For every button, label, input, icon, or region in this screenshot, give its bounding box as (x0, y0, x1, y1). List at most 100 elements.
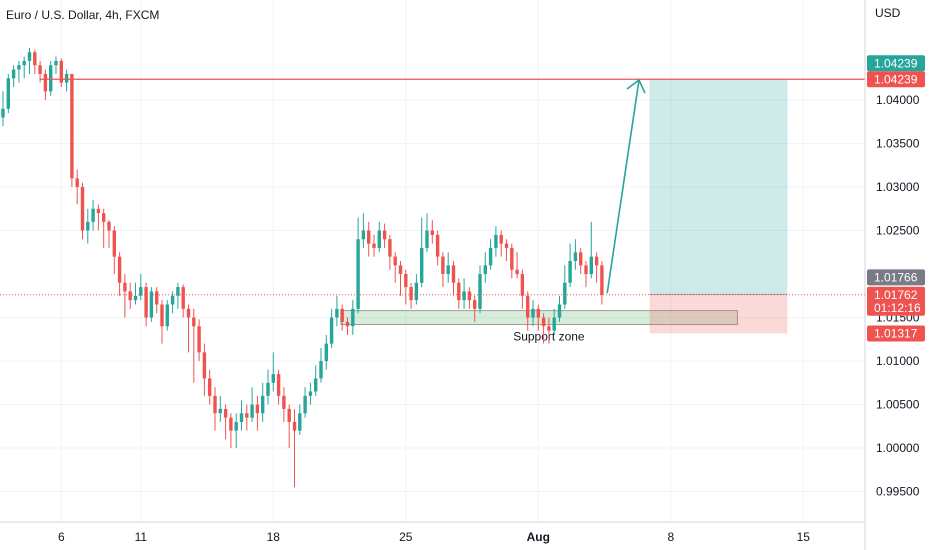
candle-body (568, 261, 572, 283)
candle-body (208, 378, 212, 396)
target-arrow (606, 79, 640, 294)
candle-body (398, 265, 403, 275)
candle-body (27, 52, 32, 61)
candle-body (91, 208, 95, 222)
candle-body (541, 317, 546, 327)
candle-body (425, 230, 429, 248)
candle-body (531, 308, 535, 318)
candle-body (107, 221, 111, 231)
candle-body (377, 230, 381, 248)
time-tick-label: Aug (527, 530, 550, 544)
price-axis[interactable]: 1.040001.035001.030001.025001.015001.010… (876, 93, 920, 499)
candle-body (473, 300, 477, 309)
price-tick-label: 1.04000 (876, 93, 920, 107)
price-tick-label: 1.03000 (876, 180, 920, 194)
candle-body (393, 256, 397, 266)
candle-body (229, 417, 233, 431)
candle-body (372, 243, 376, 248)
candle-body (504, 243, 509, 248)
price-tag (867, 55, 925, 72)
time-tick-label: 8 (667, 530, 674, 544)
candle-body (133, 295, 138, 301)
candle-body (404, 274, 408, 288)
candle-body (276, 374, 281, 396)
candle-body (128, 291, 132, 301)
position-target-area (649, 79, 788, 295)
candle-body (176, 287, 180, 296)
price-tag-text: 1.01766 (874, 270, 918, 284)
candle-body (478, 274, 482, 309)
candle-body (446, 265, 450, 275)
candle-body (488, 247, 493, 266)
overlays-layer (0, 78, 865, 296)
time-tick-label: 15 (797, 530, 811, 544)
candle-body (59, 60, 63, 83)
time-tick-label: 11 (135, 530, 148, 544)
candle-body (483, 265, 487, 275)
candle-body (287, 408, 291, 422)
candle-body (298, 413, 302, 431)
candle-body (11, 69, 16, 79)
target-arrow-head (626, 78, 646, 94)
candle-body (329, 317, 334, 344)
candle-body (170, 295, 175, 305)
candle-body (441, 256, 445, 275)
price-tag (867, 299, 925, 316)
price-tag (867, 269, 925, 286)
candle-body (319, 361, 323, 379)
candle-body (117, 256, 122, 283)
candle-body (250, 404, 254, 418)
candle-body (335, 308, 339, 318)
candle-body (557, 304, 562, 318)
position-stop-area (649, 294, 788, 334)
candle-body (261, 395, 265, 414)
candle-body (435, 234, 440, 257)
price-tick-label: 0.99500 (876, 485, 920, 499)
price-tag-text: 1.04239 (874, 56, 918, 70)
candle-body (314, 378, 318, 392)
candle-body (594, 256, 599, 266)
candle-body (600, 265, 604, 295)
candle-body (160, 304, 164, 327)
candle-body (467, 291, 472, 301)
price-tick-label: 1.00500 (876, 398, 920, 412)
candle-body (573, 252, 578, 261)
zones-layer: Support zone (340, 79, 788, 344)
candle-body (547, 326, 551, 331)
currency-label: USD (875, 6, 901, 20)
candle-body (218, 408, 222, 414)
candle-body (271, 374, 275, 383)
candle-body (451, 265, 456, 283)
candle-body (96, 208, 101, 214)
candle-body (579, 252, 583, 266)
candle-body (536, 308, 540, 318)
candle-body (64, 73, 69, 83)
price-tag-text: 01:12:16 (874, 301, 921, 315)
candle-body (324, 343, 328, 362)
price-tick-label: 1.00000 (876, 441, 920, 455)
price-tag-text: 1.04239 (874, 72, 918, 86)
candle-body (361, 230, 366, 240)
candle-body (54, 60, 58, 66)
candle-body (430, 230, 434, 235)
candle-body (388, 239, 392, 257)
candle-body (80, 187, 85, 231)
candle-body (139, 287, 143, 296)
candle-body (367, 230, 371, 244)
candle-body (155, 291, 159, 305)
candle-body (457, 282, 461, 301)
candle-body (149, 291, 154, 318)
candle-body (245, 413, 249, 418)
candle-body (165, 304, 169, 327)
price-tag-text: 1.01317 (874, 326, 918, 340)
time-axis[interactable]: 6 11 18 25 Aug 8 15 (58, 530, 810, 544)
candle-body (6, 78, 10, 109)
candle-body (38, 65, 42, 74)
candle-body (345, 321, 350, 327)
chart-title: Euro / U.S. Dollar, 4h, FXCM (6, 8, 159, 22)
candle-body (356, 239, 360, 309)
time-tick-label: 25 (399, 530, 413, 544)
price-tag (867, 325, 925, 342)
